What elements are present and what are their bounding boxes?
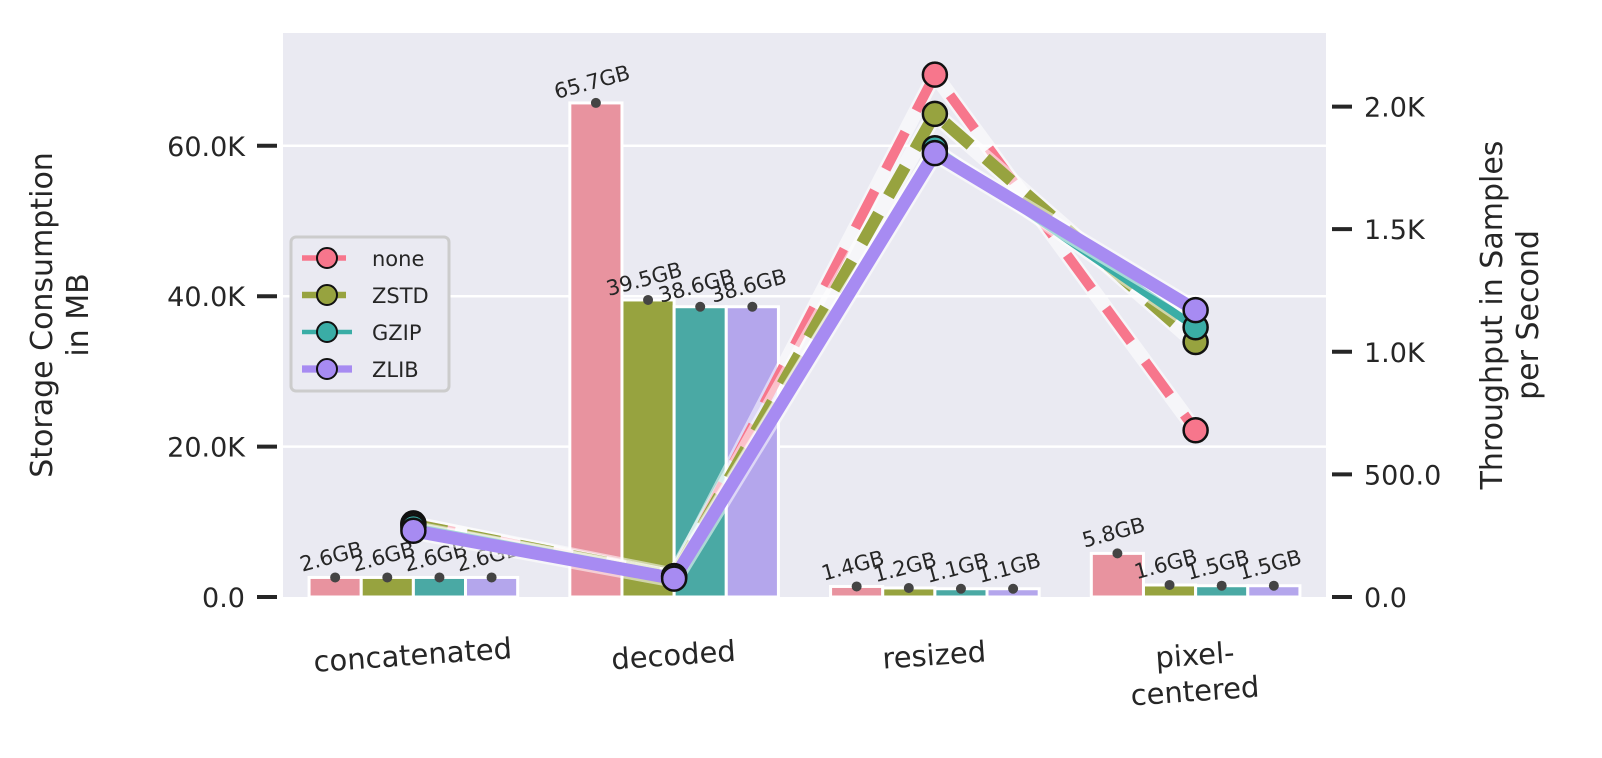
left-tick-label: 20.0K	[167, 433, 246, 464]
line-point	[921, 139, 949, 167]
left-axis-title: Storage Consumption in MB	[25, 152, 96, 478]
left-tick-label: 40.0K	[167, 282, 246, 313]
left-tick-label: 60.0K	[167, 132, 246, 163]
right-tick-label: 1.0K	[1364, 338, 1426, 369]
bar	[568, 101, 624, 599]
left-tick-label: 0.0	[202, 583, 245, 614]
bar-marker	[486, 572, 497, 583]
x-axis-categories: concatenated decoded resized pixel-centered	[312, 631, 1260, 712]
legend-box	[289, 235, 451, 393]
legend-label: ZSTD	[372, 284, 429, 308]
line-point	[1182, 296, 1209, 324]
bar-marker	[434, 572, 445, 583]
bar-marker	[1268, 580, 1279, 591]
category-label: decoded	[610, 634, 737, 677]
right-tick-label: 2.0K	[1364, 93, 1426, 124]
left-axis-title-line: Storage Consumption	[25, 152, 60, 478]
category-label: pixel-	[1154, 635, 1235, 674]
category-label: concatenated	[312, 631, 513, 679]
bar-marker	[903, 582, 914, 593]
bar-marker	[382, 572, 393, 583]
left-axis-title-line: in MB	[61, 273, 96, 356]
axis-titles: Storage Consumption in MB Throughput in Sa…	[25, 141, 1546, 491]
bar-marker	[1008, 583, 1019, 594]
line-point	[1182, 417, 1209, 444]
bar-marker	[851, 581, 862, 592]
legend-marker	[316, 321, 338, 343]
bar-marker	[747, 301, 758, 312]
right-axis-title-line: Throughput in Samples	[1475, 141, 1510, 491]
line-point	[921, 100, 949, 128]
line-point	[660, 565, 688, 592]
bar	[620, 298, 676, 599]
right-tick-label: 1.5K	[1364, 215, 1426, 246]
category-label: resized	[881, 634, 987, 675]
left-axis: 0.0 20.0K 40.0K 60.0K	[167, 132, 277, 614]
legend-label: none	[372, 247, 424, 271]
bar-marker	[955, 583, 966, 594]
bar-marker	[590, 97, 601, 108]
throughput-line	[412, 144, 1199, 586]
bar-marker	[330, 572, 341, 583]
bar-marker	[1112, 548, 1123, 559]
bar-marker	[1216, 580, 1227, 591]
bar-marker	[643, 294, 654, 305]
legend-label: GZIP	[372, 321, 422, 345]
right-tick-label: 0.0	[1364, 583, 1407, 614]
legend-marker	[316, 358, 338, 380]
right-tick-label: 500.0	[1364, 460, 1441, 491]
legend-marker	[316, 247, 338, 269]
right-axis: 0.0 500.0 1.0K 1.5K 2.0K	[1332, 93, 1441, 614]
bar-marker	[1164, 579, 1175, 590]
category-label: centered	[1129, 670, 1260, 713]
line-point	[921, 61, 949, 88]
legend-marker	[316, 284, 338, 306]
legend-label: ZLIB	[372, 358, 419, 382]
right-axis-title-line: per Second	[1511, 230, 1546, 400]
throughput-lines	[400, 60, 1209, 592]
right-axis-title: Throughput in Samples per Second	[1475, 141, 1546, 491]
bar	[1089, 551, 1145, 599]
bar-marker	[695, 301, 706, 312]
line-point	[400, 517, 427, 545]
legend: none ZSTD GZIP ZLIB	[289, 235, 451, 393]
